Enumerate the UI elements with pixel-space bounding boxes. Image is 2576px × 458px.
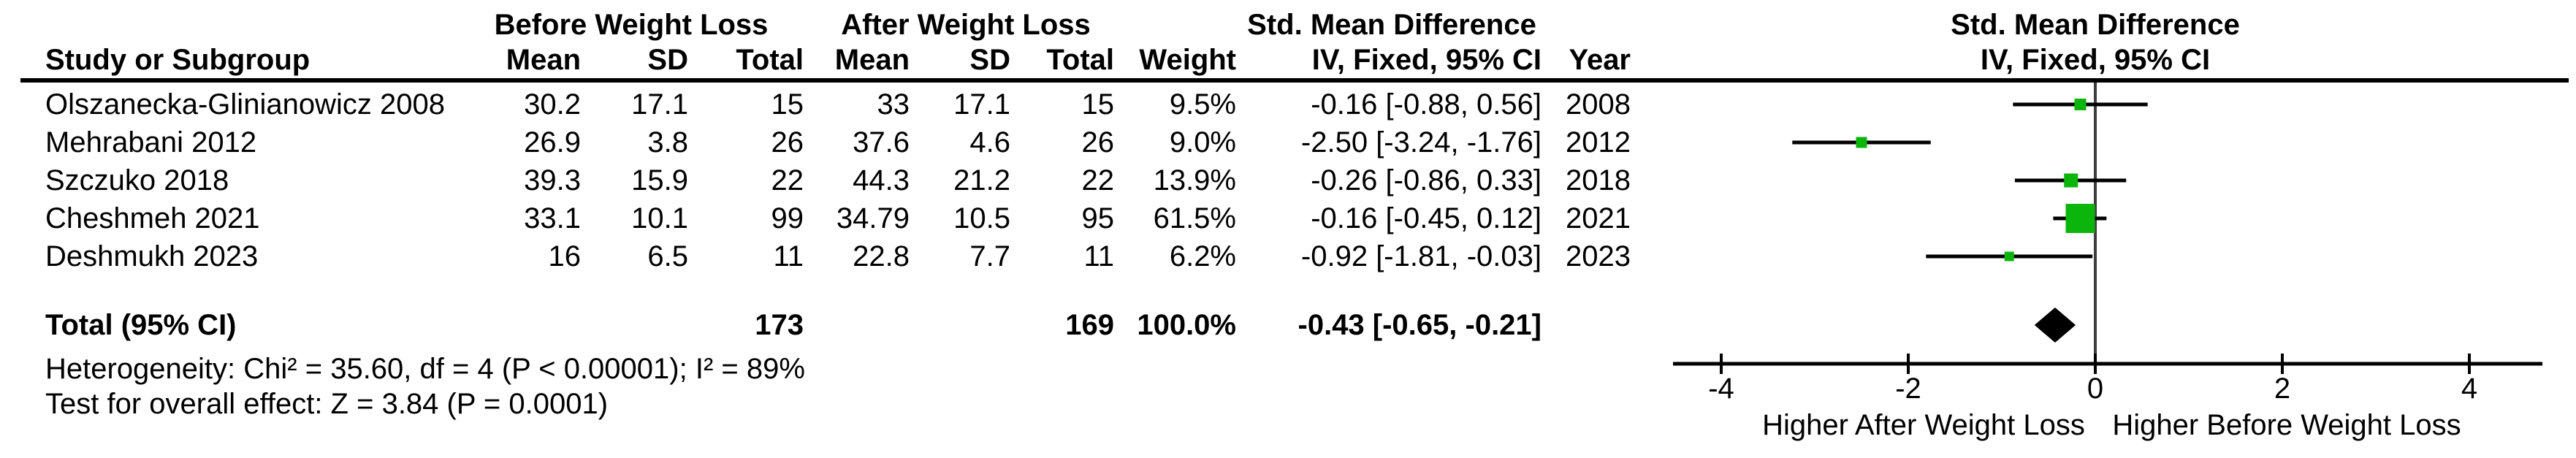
study-marker-square [2074,99,2087,110]
study-name: Olszanecka-Glinianowicz 2008 [45,88,445,121]
total-row-total1: 173 [755,309,804,341]
col-header-ci: IV, Fixed, 95% CI [1311,44,1542,76]
axis-label-higher-after-weight-loss: Higher After Weight Loss [1762,409,2085,441]
col-header-year: Year [1569,44,1631,76]
study-mean1-value: 39.3 [524,164,581,196]
axis-tick-label: -4 [1708,373,1734,405]
study-marker-square [1856,137,1867,148]
axis-tick-label: 0 [2087,373,2103,405]
study-ci-value: -0.16 [-0.88, 0.56] [1311,88,1542,121]
study-total1-value: 26 [771,126,804,159]
study-name: Cheshmeh 2021 [45,202,260,234]
study-sd2-value: 7.7 [969,240,1010,272]
study-mean2-value: 44.3 [853,164,910,196]
overall-effect-test-line: Test for overall effect: Z = 3.84 (P = 0… [45,388,609,420]
study-ci-value: -0.16 [-0.45, 0.12] [1311,202,1542,234]
study-sd1-value: 17.1 [631,88,688,121]
study-mean1-value: 33.1 [524,202,581,234]
summary-diamond [2034,308,2076,343]
study-mean2-value: 22.8 [853,240,910,272]
axis-tick-label: 4 [2461,373,2477,405]
axis-label-higher-before-weight-loss: Higher Before Weight Loss [2112,409,2461,441]
study-marker-square [2065,204,2095,233]
plot-header-iv-fixed-ci: IV, Fixed, 95% CI [1980,44,2211,76]
study-mean2-value: 34.79 [836,202,910,234]
total-row-label: Total (95% CI) [45,309,237,341]
study-sd1-value: 3.8 [647,126,688,159]
col-header-sd1: SD [647,44,688,76]
study-total2-value: 15 [1081,88,1115,121]
study-year-value: 2008 [1566,88,1631,121]
study-weight-value: 9.5% [1169,88,1236,121]
plot-header-std-mean-difference: Std. Mean Difference [1951,9,2240,41]
study-mean1-value: 26.9 [524,126,581,159]
col-header-total2: Total [1046,44,1114,76]
study-sd1-value: 15.9 [631,164,688,196]
study-mean2-value: 33 [877,88,910,121]
study-total1-value: 99 [771,202,804,234]
axis-tick-label: 2 [2274,373,2290,405]
study-total2-value: 95 [1081,202,1115,234]
heterogeneity-stats-line: Heterogeneity: Chi² = 35.60, df = 4 (P <… [45,353,805,385]
total-row-total2: 169 [1065,309,1114,341]
study-name: Deshmukh 2023 [45,240,259,272]
study-year-value: 2023 [1566,240,1631,272]
study-total2-value: 22 [1081,164,1115,196]
study-ci-value: -0.92 [-1.81, -0.03] [1300,240,1542,272]
study-mean2-value: 37.6 [853,126,910,159]
study-year-value: 2012 [1566,126,1631,159]
study-weight-value: 9.0% [1169,126,1236,159]
study-total1-value: 22 [771,164,804,196]
study-total1-value: 11 [773,240,804,272]
study-weight-value: 6.2% [1169,240,1236,272]
study-ci-value: -0.26 [-0.86, 0.33] [1311,164,1542,196]
study-weight-value: 61.5% [1153,202,1236,234]
study-sd2-value: 17.1 [953,88,1010,121]
study-name: Szczuko 2018 [45,164,229,196]
header-divider-rule [20,78,2569,83]
col-header-sd2: SD [969,44,1010,76]
axis-tick-label: -2 [1895,373,1921,405]
study-total2-value: 26 [1081,126,1115,159]
col-header-mean2: Mean [834,44,910,76]
study-mean1-value: 30.2 [524,88,581,121]
study-marker-square [2064,173,2078,188]
group-header-before-weight-loss: Before Weight Loss [494,9,769,41]
study-sd2-value: 21.2 [953,164,1010,196]
study-total2-value: 11 [1083,240,1114,272]
col-header-study-or-subgroup: Study or Subgroup [45,44,310,76]
study-sd2-value: 10.5 [953,202,1010,234]
study-weight-value: 13.9% [1153,164,1236,196]
col-header-total1: Total [736,44,804,76]
study-sd1-value: 6.5 [647,240,688,272]
total-row-ci: -0.43 [-0.65, -0.21] [1297,309,1542,341]
study-year-value: 2021 [1566,202,1631,234]
study-marker-square [2004,251,2014,262]
study-total1-value: 15 [771,88,804,121]
col-header-mean1: Mean [506,44,581,76]
study-sd1-value: 10.1 [631,202,688,234]
study-sd2-value: 4.6 [969,126,1010,159]
study-year-value: 2018 [1566,164,1631,196]
study-name: Mehrabani 2012 [45,126,257,159]
col-header-weight: Weight [1139,44,1236,76]
group-header-after-weight-loss: After Weight Loss [841,9,1091,41]
study-mean1-value: 16 [548,240,582,272]
total-row-weight: 100.0% [1137,309,1236,341]
study-ci-value: -2.50 [-3.24, -1.76] [1300,126,1542,159]
group-header-std-mean-difference: Std. Mean Difference [1247,9,1536,41]
